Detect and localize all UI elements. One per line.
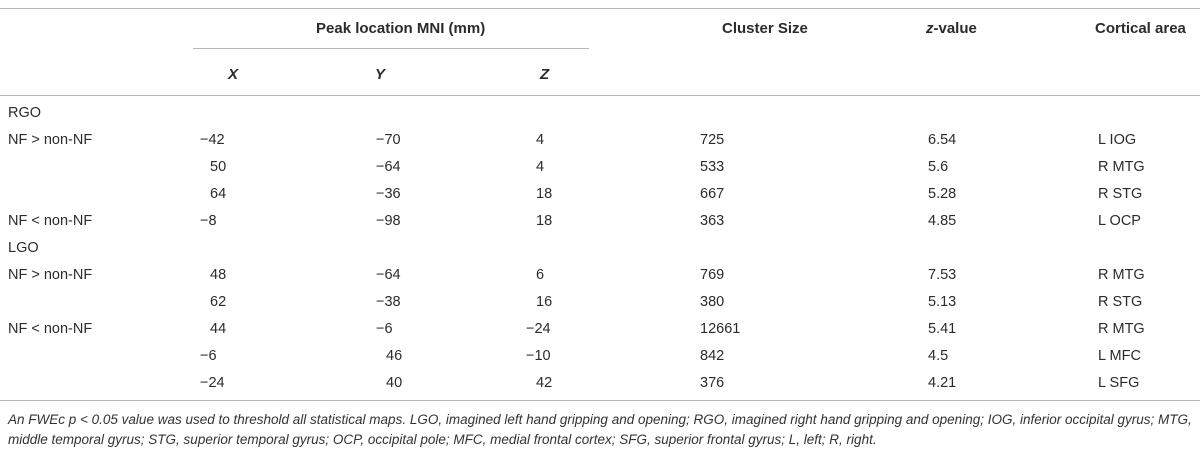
header-x: X (228, 66, 239, 83)
row-label: NF < non-NF (8, 321, 93, 337)
row-label: NF > non-NF (8, 132, 93, 148)
cell-cortical-area: R STG (1098, 186, 1143, 202)
cell-x: 44 (210, 321, 227, 337)
header-cluster-size: Cluster Size (722, 20, 808, 37)
cell-y: −6 (376, 321, 393, 337)
table-row: −24 40 42 376 4.21 L SFG (0, 370, 1200, 397)
table-row: 62 −38 16 380 5.13 R STG (0, 289, 1200, 316)
bottom-rule (0, 400, 1200, 401)
header-peak-location: Peak location MNI (mm) (316, 20, 486, 37)
table-row: 64 −36 18 667 5.28 R STG (0, 181, 1200, 208)
header-z-value-rest: -value (933, 20, 977, 37)
cell-x: 64 (210, 186, 227, 202)
table-row: LGO (0, 235, 1200, 262)
row-label: RGO (8, 105, 42, 121)
cell-y: −64 (376, 267, 401, 283)
header-z: Z (540, 66, 550, 83)
cell-x: 50 (210, 159, 227, 175)
top-rule (0, 8, 1200, 9)
header-cortical-area: Cortical area (1095, 20, 1186, 37)
cell-y: −70 (376, 132, 401, 148)
cell-cluster-size: 380 (700, 294, 725, 310)
cell-cortical-area: L IOG (1098, 132, 1137, 148)
cell-cluster-size: 842 (700, 348, 725, 364)
cell-z-value: 4.5 (928, 348, 949, 364)
cell-y: −38 (376, 294, 401, 310)
cell-y: −98 (376, 213, 401, 229)
cell-x: −24 (200, 375, 225, 391)
table-row: NF < non-NF 44 −6 −24 12661 5.41 R MTG (0, 316, 1200, 343)
cell-cluster-size: 769 (700, 267, 725, 283)
row-label: NF > non-NF (8, 267, 93, 283)
cell-z: −24 (526, 321, 551, 337)
table-row: NF < non-NF −8 −98 18 363 4.85 L OCP (0, 208, 1200, 235)
cell-cortical-area: R MTG (1098, 321, 1145, 337)
cell-cluster-size: 725 (700, 132, 725, 148)
cell-cluster-size: 533 (700, 159, 725, 175)
cell-z: 4 (536, 159, 545, 175)
cell-cluster-size: 12661 (700, 321, 741, 337)
peak-location-rule (193, 48, 589, 49)
table-row: RGO (0, 100, 1200, 127)
cell-cortical-area: R STG (1098, 294, 1143, 310)
cell-cortical-area: R MTG (1098, 159, 1145, 175)
header-z-value-italic: z (926, 20, 934, 37)
header-y: Y (375, 66, 386, 83)
cell-z: 42 (536, 375, 553, 391)
cell-z-value: 5.13 (928, 294, 957, 310)
cell-cortical-area: L SFG (1098, 375, 1140, 391)
cell-x: 62 (210, 294, 227, 310)
table-row: 50 −64 4 533 5.6 R MTG (0, 154, 1200, 181)
cell-y: 40 (386, 375, 403, 391)
cell-cluster-size: 376 (700, 375, 725, 391)
cell-z-value: 5.41 (928, 321, 957, 337)
cell-cluster-size: 363 (700, 213, 725, 229)
cell-z: 4 (536, 132, 545, 148)
cell-y: −36 (376, 186, 401, 202)
cell-z: 18 (536, 186, 553, 202)
cell-z: −10 (526, 348, 551, 364)
cell-x: −8 (200, 213, 217, 229)
header-z-value: z-value (926, 20, 977, 37)
cell-z-value: 4.85 (928, 213, 957, 229)
cell-z-value: 5.28 (928, 186, 957, 202)
cell-x: 48 (210, 267, 227, 283)
cell-z-value: 7.53 (928, 267, 957, 283)
cell-z: 6 (536, 267, 545, 283)
table-footnote: An FWEc p < 0.05 value was used to thres… (8, 412, 1192, 447)
header-bottom-rule (0, 95, 1200, 96)
cell-cortical-area: L MFC (1098, 348, 1141, 364)
table-row: NF > non-NF −42 −70 4 725 6.54 L IOG (0, 127, 1200, 154)
cell-z-value: 5.6 (928, 159, 949, 175)
cell-z-value: 4.21 (928, 375, 957, 391)
table-row: −6 46 −10 842 4.5 L MFC (0, 343, 1200, 370)
cell-x: −42 (200, 132, 225, 148)
row-label: LGO (8, 240, 39, 256)
cell-z-value: 6.54 (928, 132, 957, 148)
cell-z: 16 (536, 294, 553, 310)
cell-y: −64 (376, 159, 401, 175)
cell-y: 46 (386, 348, 403, 364)
cell-cluster-size: 667 (700, 186, 725, 202)
cell-z: 18 (536, 213, 553, 229)
cell-cortical-area: R MTG (1098, 267, 1145, 283)
row-label: NF < non-NF (8, 213, 93, 229)
cell-cortical-area: L OCP (1098, 213, 1141, 229)
table-row: NF > non-NF 48 −64 6 769 7.53 R MTG (0, 262, 1200, 289)
cell-x: −6 (200, 348, 217, 364)
